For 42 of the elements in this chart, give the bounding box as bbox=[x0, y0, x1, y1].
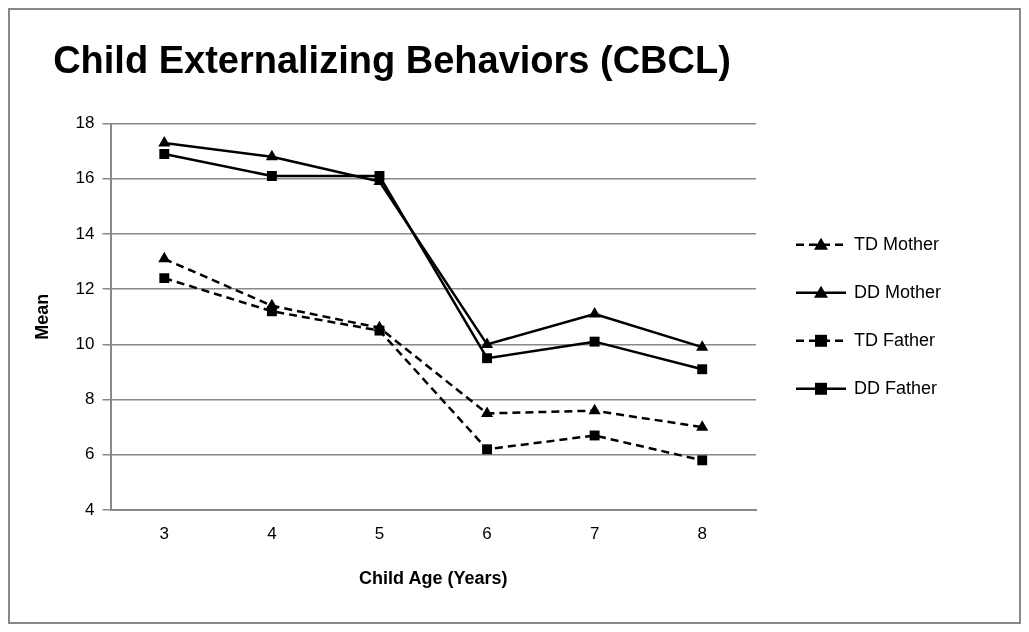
point bbox=[480, 406, 494, 417]
legend-label: DD Mother bbox=[854, 281, 942, 302]
y-tick-label: 4 bbox=[85, 499, 95, 519]
point bbox=[374, 325, 385, 336]
y-tick-label: 10 bbox=[75, 334, 95, 354]
point bbox=[266, 306, 277, 317]
chart-title: Child Externalizing Behaviors (CBCL) bbox=[53, 39, 731, 82]
point bbox=[697, 364, 708, 375]
point bbox=[482, 353, 492, 364]
point bbox=[588, 307, 601, 318]
x-axis-title: Child Age (Years) bbox=[359, 568, 508, 589]
y-tick-label: 18 bbox=[75, 113, 95, 133]
legend-label: TD Father bbox=[854, 329, 936, 350]
x-tick-label: 3 bbox=[159, 523, 170, 543]
legend-label: TD Mother bbox=[854, 233, 940, 254]
point bbox=[480, 337, 494, 348]
y-axis-title: Mean bbox=[31, 293, 52, 340]
x-tick-label: 6 bbox=[482, 523, 492, 543]
point bbox=[589, 336, 600, 347]
point bbox=[374, 171, 385, 181]
y-tick-label: 8 bbox=[85, 389, 95, 409]
y-tick-label: 12 bbox=[75, 278, 95, 298]
y-tick-label: 16 bbox=[75, 168, 95, 188]
point bbox=[266, 171, 277, 181]
y-tick-label: 14 bbox=[75, 223, 95, 243]
legend-label: DD Father bbox=[854, 377, 938, 398]
point bbox=[696, 420, 709, 431]
x-tick-label: 8 bbox=[697, 523, 707, 543]
x-tick-label: 4 bbox=[267, 523, 277, 543]
point bbox=[588, 403, 601, 415]
point bbox=[159, 149, 170, 159]
point bbox=[589, 430, 600, 441]
point bbox=[696, 340, 709, 351]
point bbox=[482, 444, 492, 455]
point bbox=[158, 135, 171, 147]
y-tick-label: 6 bbox=[85, 444, 95, 464]
point bbox=[265, 149, 278, 161]
point bbox=[697, 455, 708, 466]
x-tick-label: 5 bbox=[374, 523, 385, 543]
point bbox=[159, 273, 170, 284]
x-tick-label: 7 bbox=[589, 523, 600, 543]
point bbox=[158, 251, 171, 263]
